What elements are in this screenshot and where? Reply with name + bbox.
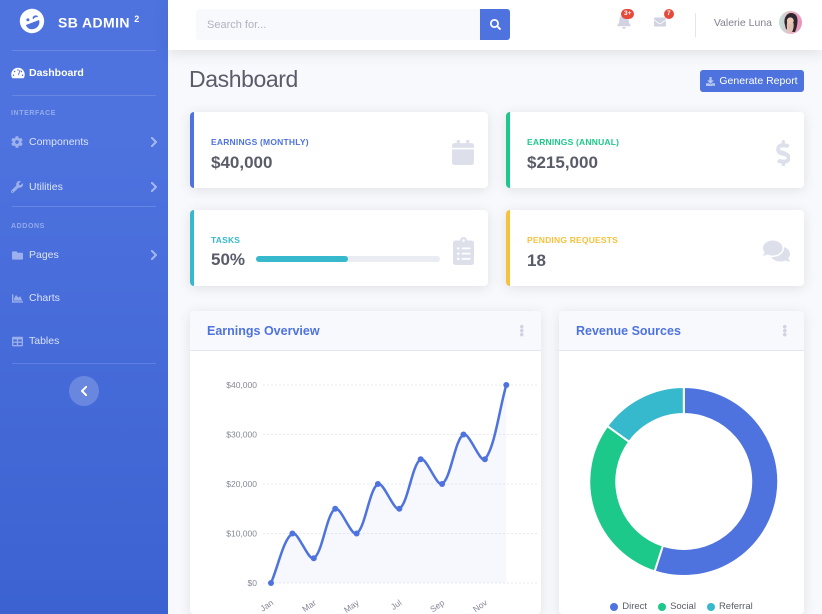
svg-text:Jul: Jul: [389, 597, 404, 611]
svg-text:$30,000: $30,000: [226, 430, 257, 440]
svg-text:$0: $0: [248, 578, 258, 588]
svg-text:Mar: Mar: [300, 597, 318, 614]
svg-text:$10,000: $10,000: [226, 529, 257, 539]
svg-text:Nov: Nov: [471, 597, 490, 614]
svg-text:$20,000: $20,000: [226, 479, 257, 489]
svg-text:$40,000: $40,000: [226, 380, 257, 390]
svg-text:Sep: Sep: [428, 597, 446, 614]
svg-text:May: May: [342, 597, 362, 614]
svg-text:Jan: Jan: [258, 597, 275, 613]
